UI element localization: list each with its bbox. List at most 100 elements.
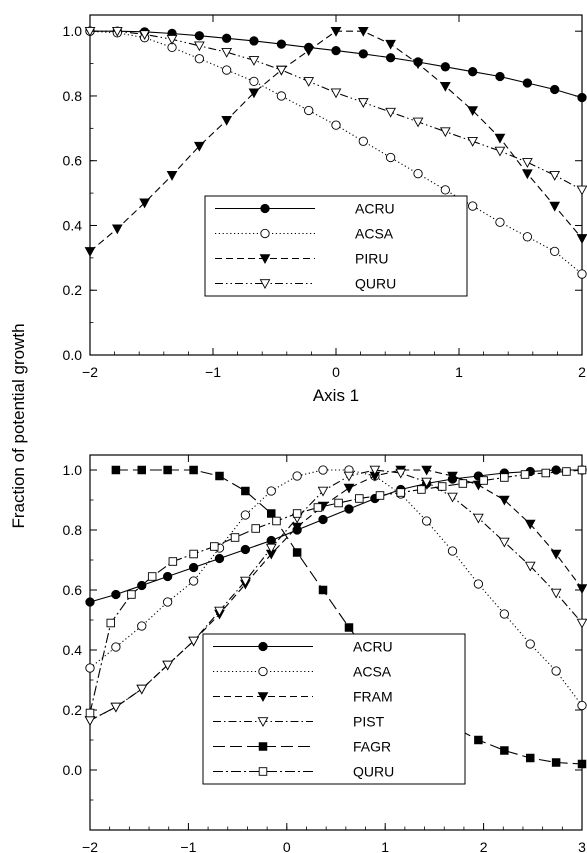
data-point-acsa (550, 246, 560, 257)
series-fagr (111, 465, 587, 769)
x-tick-label: 1 (381, 839, 389, 853)
data-point-fram (421, 465, 432, 476)
y-tick-label: 0.2 (63, 282, 83, 298)
series-quru (85, 465, 587, 718)
data-point-piru (549, 201, 561, 212)
legend: ACRU ACSA FRAM PIST FAGR QURU (202, 633, 466, 785)
data-point-acsa (111, 642, 121, 652)
data-point-piru (576, 234, 587, 244)
data-point-quru (106, 618, 116, 628)
data-point-piru (522, 169, 533, 180)
data-point-quru (85, 708, 95, 718)
legend-marker (260, 228, 270, 239)
top-chart: 0.0 0.2 0.4 0.6 0.8 1.0 −2 −1 0 1 2 Axis 1 ACRU ACSA P… (63, 14, 587, 405)
data-point-fram (524, 519, 536, 530)
legend-label: QURU (353, 764, 394, 780)
data-point-pist (421, 477, 432, 488)
data-point-piru (467, 106, 479, 117)
y-tick-label: 0.0 (63, 347, 83, 363)
legend-label: ACRU (353, 639, 393, 655)
legend-marker (258, 641, 268, 652)
data-point-piru (303, 46, 315, 57)
legend-marker (258, 666, 268, 677)
x-tick-label: −2 (82, 839, 98, 853)
data-point-acsa (331, 120, 341, 130)
data-point-pist (395, 468, 407, 479)
data-point-quru (522, 158, 533, 168)
data-point-quru (412, 117, 424, 128)
x-axis-label: Axis 1 (313, 386, 359, 405)
data-point-pist (499, 537, 510, 548)
data-point-pist (524, 561, 536, 572)
data-point-acsa (266, 486, 276, 496)
data-point-quru (396, 488, 405, 497)
data-point-acsa (440, 185, 450, 195)
data-point-quru (210, 542, 219, 551)
legend-box (204, 195, 468, 297)
legend-marker (257, 692, 269, 703)
data-point-quru (355, 494, 364, 503)
legend-label: ACRU (355, 201, 395, 217)
bottom-chart: 0.00.20.40.60.81.0−2−10123Axis 2ACRUACSA… (63, 454, 587, 853)
data-point-acsa (358, 136, 368, 146)
data-point-pist (110, 702, 122, 713)
y-tick-label: 0.4 (63, 642, 83, 658)
y-tick-label: 1.0 (63, 462, 83, 478)
data-point-quru (251, 524, 260, 533)
data-point-fagr (577, 759, 587, 769)
data-point-quru (479, 476, 488, 485)
data-point-quru (437, 482, 447, 491)
data-point-pist (162, 660, 173, 671)
data-point-acru (276, 39, 287, 49)
data-point-fagr (189, 465, 198, 475)
y-tick-label: 0.8 (63, 88, 83, 104)
series-piru (84, 26, 587, 257)
data-point-acru (222, 33, 232, 43)
data-point-pist (447, 492, 458, 503)
data-point-quru (577, 465, 587, 475)
data-point-acru (358, 49, 368, 59)
data-point-fagr (137, 465, 147, 475)
data-point-quru (166, 35, 178, 45)
y-tick-label: 0.0 (63, 762, 83, 778)
data-point-pist (188, 636, 199, 647)
data-point-quru (520, 470, 530, 479)
data-point-acsa (137, 621, 147, 631)
plot-frame (89, 14, 583, 356)
data-point-acsa (249, 76, 259, 87)
data-point-piru (139, 198, 150, 209)
legend-marker (260, 203, 270, 214)
legend-marker (258, 767, 268, 776)
data-point-quru (549, 171, 561, 181)
legend-label: PIRU (355, 251, 388, 267)
data-point-quru (458, 479, 468, 488)
data-point-pist (369, 465, 381, 476)
data-point-quru (189, 549, 198, 559)
data-point-acsa (85, 663, 95, 673)
legend-label: QURU (355, 276, 396, 292)
legend-label: PIST (353, 714, 385, 730)
data-point-quru (193, 41, 205, 52)
data-point-quru (168, 557, 178, 566)
data-point-quru (147, 572, 157, 581)
legend-label: FAGR (353, 739, 391, 755)
y-tick-label: 0.8 (63, 522, 83, 538)
data-point-pist (265, 543, 277, 554)
data-point-acru (577, 92, 587, 103)
series-line-acru (89, 469, 582, 603)
data-point-quru (385, 107, 396, 118)
legend-marker (257, 717, 269, 728)
data-point-acsa (304, 105, 314, 116)
data-point-pist (136, 684, 148, 695)
data-point-pist (214, 606, 225, 617)
data-point-fram (576, 584, 587, 595)
data-point-quru (272, 516, 281, 526)
data-point-pist (550, 588, 562, 599)
data-point-piru (84, 247, 96, 257)
data-point-acsa (413, 169, 423, 179)
data-point-acsa (318, 465, 328, 475)
data-point-quru (417, 485, 426, 494)
data-point-acru (111, 589, 121, 600)
x-tick-label: 1 (455, 364, 463, 380)
data-point-fram (499, 495, 510, 506)
